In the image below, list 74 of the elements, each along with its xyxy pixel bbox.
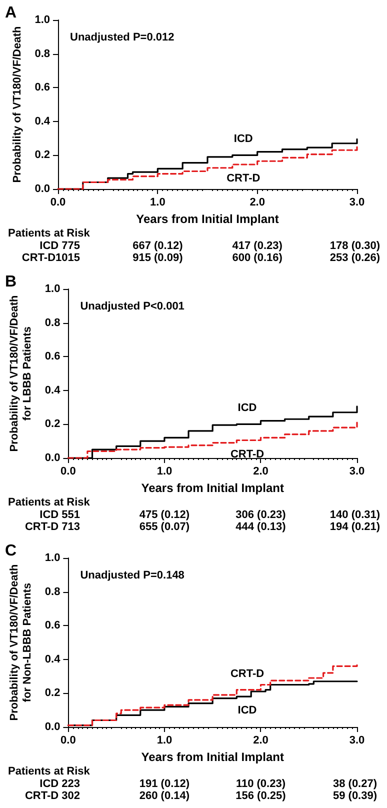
y-tick-label: 0.8 — [44, 316, 60, 329]
series-label: CRT-D — [230, 448, 264, 460]
annotation: Unadjusted P<0.001 — [80, 300, 184, 312]
text: 417 (0.23) — [232, 240, 283, 252]
x-tick-label: 1.0 — [156, 466, 172, 478]
text: 915 (0.09) — [132, 252, 184, 264]
x-axis-title: Years from Initial Implant — [136, 212, 279, 226]
annotation: Unadjusted P=0.012 — [70, 32, 174, 44]
y-tick-label: 0.2 — [34, 149, 50, 162]
text: 306 (0.23) — [236, 509, 286, 521]
chart-title: A — [5, 4, 17, 22]
text: ICD 775 — [40, 240, 80, 252]
y-tick-label: 0.0 — [44, 452, 60, 464]
series-label: ICD — [238, 704, 257, 717]
x-tick-label: 3.0 — [349, 466, 365, 478]
text: CRT-D1015 — [22, 252, 80, 264]
y-tick-label: 0.4 — [34, 115, 51, 128]
y-axis-title: Probability of VT180/VF/Death for LBBB Patients — [8, 294, 34, 452]
y-tick-label: 1.0 — [44, 552, 60, 564]
text: 194 (0.21) — [330, 521, 380, 533]
y-tick-label: 0.4 — [44, 384, 62, 396]
text: CRT-D 713 — [24, 521, 80, 533]
text: CRT-D 302 — [24, 790, 80, 802]
x-tick-label: 1.0 — [150, 196, 166, 208]
y-tick-label: 0.6 — [44, 350, 60, 363]
text: ICD 223 — [40, 778, 80, 790]
text: Patients at Risk — [8, 228, 91, 240]
text: 191 (0.12) — [139, 778, 190, 790]
text: 110 (0.23) — [236, 778, 286, 790]
x-tick-label: 0.0 — [60, 734, 76, 746]
x-tick-label: 1.0 — [156, 734, 172, 746]
y-axis-title: Probability of VT180/VF/Death for Non-LBBB Patients — [8, 564, 34, 721]
text: 600 (0.16) — [232, 252, 283, 264]
x-tick-label: 2.0 — [253, 734, 268, 746]
y-tick-label: 0.6 — [44, 620, 60, 632]
chart-title: C — [5, 542, 17, 560]
text: 156 (0.25) — [236, 790, 286, 802]
y-axis-title: Probability of VT180/VF/Death — [11, 26, 24, 183]
x-tick-label: 3.0 — [349, 196, 365, 208]
y-tick-label: 0.6 — [34, 82, 50, 94]
text: Patients at Risk — [8, 766, 91, 778]
text: 655 (0.07) — [139, 521, 190, 533]
x-tick-label: 2.0 — [253, 466, 268, 478]
y-tick-label: 0.8 — [44, 586, 60, 598]
y-tick-label: 1.0 — [34, 14, 50, 26]
series-label: CRT-D — [226, 172, 260, 184]
text: 253 (0.26) — [330, 252, 380, 264]
y-tick-label: 0.0 — [34, 183, 50, 195]
text: 475 (0.12) — [139, 509, 190, 521]
text: 59 (0.39) — [332, 790, 378, 802]
text: Patients at Risk — [8, 496, 91, 508]
y-tick-label: 0.2 — [44, 687, 60, 700]
text: 38 (0.27) — [332, 778, 378, 790]
text: 140 (0.31) — [330, 509, 380, 521]
text: 260 (0.14) — [139, 790, 190, 802]
text: 178 (0.30) — [330, 240, 380, 252]
x-axis-title: Years from Initial Implant — [141, 480, 284, 495]
series-label: ICD — [234, 133, 253, 146]
y-tick-label: 0.8 — [34, 48, 50, 60]
x-tick-label: 3.0 — [349, 734, 365, 746]
text: 444 (0.13) — [236, 521, 286, 533]
y-tick-label: 0.4 — [44, 653, 62, 666]
x-axis-title: Years from Initial Implant — [141, 750, 284, 764]
text: 667 (0.12) — [132, 240, 184, 252]
x-tick-label: 2.0 — [250, 196, 265, 208]
series-label: ICD — [238, 402, 257, 414]
text: ICD 551 — [40, 509, 80, 521]
series-label: CRT-D — [230, 668, 264, 680]
x-tick-label: 0.0 — [60, 466, 76, 478]
chart-title: B — [5, 274, 17, 290]
y-tick-label: 1.0 — [44, 283, 60, 295]
y-tick-label: 0.0 — [44, 721, 60, 733]
y-tick-label: 0.2 — [44, 418, 60, 430]
annotation: Unadjusted P=0.148 — [80, 570, 184, 582]
